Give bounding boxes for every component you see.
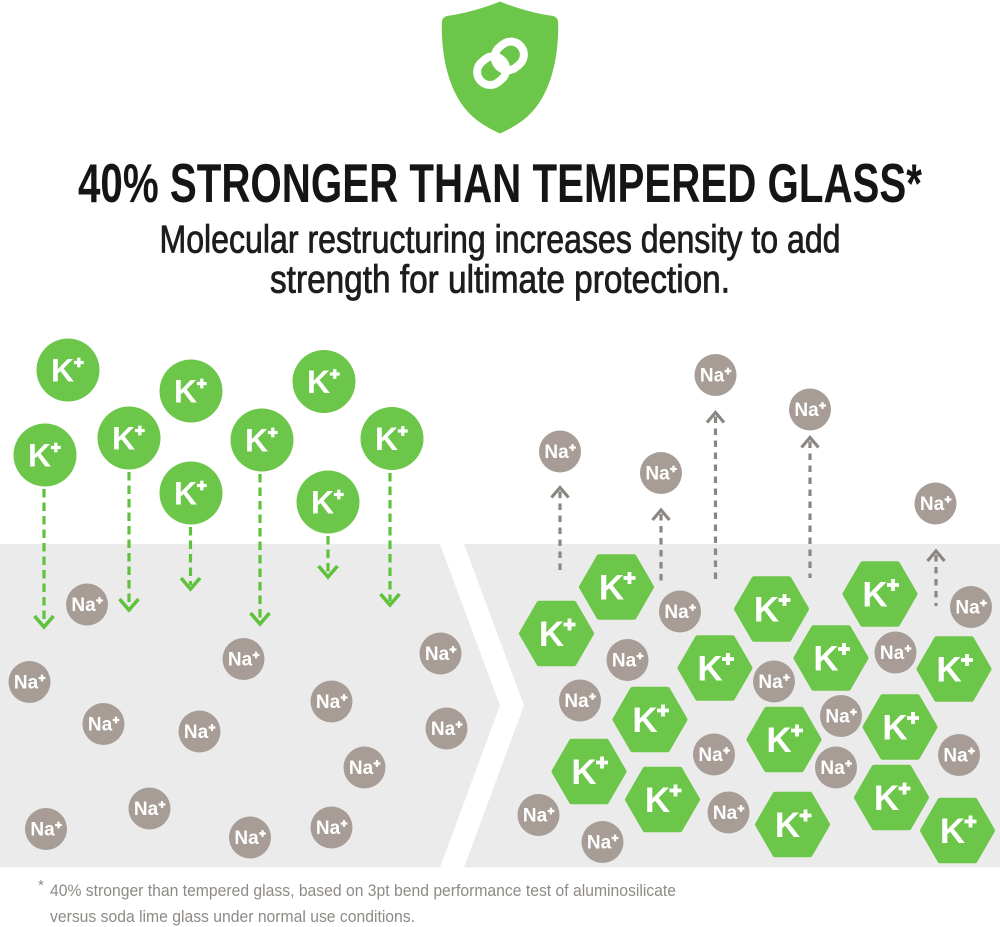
svg-text:K: K <box>882 709 907 748</box>
svg-text:Na: Na <box>698 745 723 766</box>
svg-text:K: K <box>51 353 74 389</box>
svg-text:Na: Na <box>316 818 341 839</box>
svg-text:K: K <box>940 812 965 851</box>
svg-text:K: K <box>645 781 670 820</box>
svg-text:Na: Na <box>880 643 905 664</box>
svg-text:Na: Na <box>564 691 589 712</box>
svg-text:K: K <box>936 651 961 690</box>
svg-text:Na: Na <box>587 833 612 854</box>
svg-text:Na: Na <box>349 758 374 779</box>
svg-text:K: K <box>766 721 791 760</box>
svg-text:Na: Na <box>700 366 725 387</box>
svg-text:Na: Na <box>228 650 253 671</box>
svg-text:K: K <box>539 615 564 654</box>
svg-text:versus soda lime glass under n: versus soda lime glass under normal use … <box>50 908 415 926</box>
svg-text:Na: Na <box>544 442 569 463</box>
svg-text:Na: Na <box>184 722 209 743</box>
svg-text:Na: Na <box>234 828 259 849</box>
svg-text:K: K <box>307 364 330 400</box>
svg-text:Na: Na <box>14 673 39 694</box>
svg-text:Na: Na <box>920 494 945 515</box>
svg-text:40% STRONGER THAN TEMPERED GLA: 40% STRONGER THAN TEMPERED GLASS* <box>78 153 923 214</box>
svg-text:K: K <box>813 640 838 679</box>
svg-text:Na: Na <box>943 746 968 767</box>
svg-text:K: K <box>862 576 887 615</box>
svg-text:K: K <box>775 806 800 845</box>
svg-text:Na: Na <box>134 799 159 820</box>
svg-text:Na: Na <box>664 602 689 623</box>
svg-text:K: K <box>754 591 779 630</box>
svg-text:Na: Na <box>71 595 96 616</box>
svg-text:Na: Na <box>645 464 670 485</box>
svg-text:Na: Na <box>88 715 113 736</box>
svg-text:K: K <box>174 476 197 512</box>
svg-text:K: K <box>375 421 398 457</box>
svg-text:K: K <box>174 374 197 410</box>
svg-text:Na: Na <box>316 692 341 713</box>
svg-text:strength for ultimate protecti: strength for ultimate protection. <box>270 259 730 302</box>
svg-text:K: K <box>697 650 722 689</box>
svg-text:K: K <box>571 753 596 792</box>
svg-text:Na: Na <box>758 672 783 693</box>
svg-text:*: * <box>38 877 44 894</box>
svg-text:K: K <box>874 779 899 818</box>
svg-text:K: K <box>311 485 334 521</box>
svg-text:Na: Na <box>825 707 850 728</box>
svg-text:Na: Na <box>30 820 55 841</box>
svg-text:Na: Na <box>431 719 456 740</box>
svg-text:Na: Na <box>794 400 819 421</box>
svg-text:K: K <box>112 421 135 457</box>
svg-text:Na: Na <box>820 758 845 779</box>
svg-text:Na: Na <box>612 651 637 672</box>
svg-text:Na: Na <box>955 598 980 619</box>
svg-text:Molecular restructuring increa: Molecular restructuring increases densit… <box>160 219 841 262</box>
svg-text:K: K <box>599 569 624 608</box>
svg-text:K: K <box>28 438 51 474</box>
svg-text:Na: Na <box>713 803 738 824</box>
svg-text:Na: Na <box>425 644 450 665</box>
svg-text:40% stronger than tempered gla: 40% stronger than tempered glass, based … <box>50 882 676 900</box>
svg-text:K: K <box>245 423 268 459</box>
svg-text:Na: Na <box>523 806 548 827</box>
svg-text:K: K <box>632 701 657 740</box>
